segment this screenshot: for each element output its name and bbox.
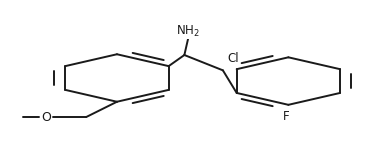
Text: NH$_2$: NH$_2$	[176, 24, 200, 39]
Text: F: F	[283, 110, 290, 123]
Text: O: O	[41, 111, 50, 124]
Text: Cl: Cl	[227, 52, 239, 65]
